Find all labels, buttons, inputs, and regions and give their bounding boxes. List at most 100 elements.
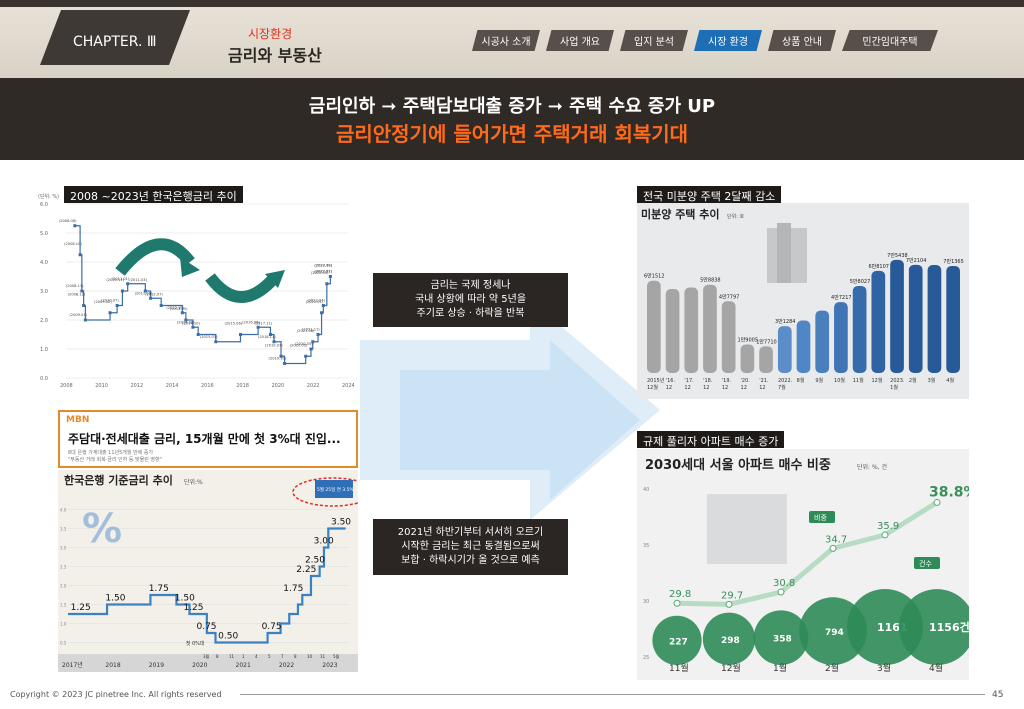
rate-history-annotation: (2009.02) xyxy=(94,300,112,304)
unsold-value-label: 4만7797 xyxy=(719,293,740,300)
rate-history-annotation: (2022.07) xyxy=(314,270,332,274)
headline-line-1: 금리인하 ➞ 주택담보대출 증가 ➞ 주택 수요 증가 UP xyxy=(308,96,716,117)
rate-history-x-tick: 2010 xyxy=(95,383,108,389)
rate-history-point xyxy=(316,333,320,336)
base-rate-value-label: 3.00 xyxy=(314,537,334,547)
cycle-callout-line-1: 금리는 국제 정세나 xyxy=(430,280,511,291)
rate-history-point xyxy=(126,282,130,286)
unsold-x-tick: 12 xyxy=(722,385,728,391)
base-rate-y-tick: 2.5 xyxy=(60,565,67,570)
rate-history-x-tick: 2008 xyxy=(60,383,73,389)
rate-history-unit: (단위: %) xyxy=(38,193,59,200)
rate-history-annotation: (2021.11) xyxy=(302,328,320,332)
count-bubble xyxy=(847,589,923,665)
flow-arrow-graphic xyxy=(360,300,660,520)
rate-history-point xyxy=(320,311,324,315)
rate-history-point xyxy=(309,347,313,351)
rate-history-y-tick: 4.0 xyxy=(40,260,48,266)
rate-history-annotation: (2011.06) xyxy=(135,291,153,295)
rate-history-annotation: (2008.08) xyxy=(59,219,77,223)
rate-history-annotation: (2010.11) xyxy=(106,278,124,282)
unsold-bar xyxy=(815,310,830,373)
base-rate-month-tick: 4 xyxy=(255,654,258,659)
rate-history-annotation: (2022.05) xyxy=(311,271,329,275)
base-rate-y-tick: 2.0 xyxy=(60,584,67,589)
rate-history-label: 2008 ~2023년 한국은행금리 추이 xyxy=(64,186,243,203)
percent-decoration-icon: % xyxy=(82,506,122,552)
base-rate-value-label: 1.25 xyxy=(183,603,203,613)
rate-history-y-tick: 1.0 xyxy=(40,347,48,353)
rate-history-point xyxy=(328,275,332,278)
count-bubble-label: 227 xyxy=(669,637,688,647)
rate-history-point xyxy=(120,289,124,293)
young-buyers-x-tick: 1월 xyxy=(773,662,787,674)
unsold-x-tick: 12 xyxy=(666,385,672,391)
base-rate-month-tick: 7 xyxy=(281,654,284,659)
forecast-callout-line-1: 2021년 하반기부터 서서히 오르기 xyxy=(397,527,544,538)
rate-history-point xyxy=(83,318,87,322)
nav-item-location[interactable]: 입지 분석 xyxy=(620,30,688,51)
cycle-callout-line-3: 주기로 상승 · 하락을 반복 xyxy=(416,308,525,319)
news-sub-line-1: 8대 은행 가계대출 11년5개월 만에 증가 xyxy=(68,450,154,456)
rate-history-chart: (단위: %) 0.0 1.0 2.0 3.0 4.0 5.0 6.0 2008 2010 2012… xyxy=(38,193,355,389)
share-value-label: 35.9 xyxy=(877,521,899,532)
rate-history-point xyxy=(311,340,315,344)
young-buyers-y-tick: 35 xyxy=(643,543,649,549)
rate-history-point xyxy=(184,318,188,322)
nav-item-project[interactable]: 사업 개요 xyxy=(546,30,614,51)
base-rate-value-label: 2.50 xyxy=(305,556,325,566)
base-rate-x-tick: 2021 xyxy=(236,662,251,669)
footer-copyright: Copyright © 2023 JC pinetree Inc. All ri… xyxy=(10,690,222,699)
base-rate-month-tick: 8 xyxy=(294,654,297,659)
rate-history-annotation: (2012.10) xyxy=(166,306,184,310)
unsold-value-label: 1만7710 xyxy=(756,338,777,345)
unsold-value-label: 1만9005 xyxy=(738,336,759,343)
unsold-bar xyxy=(777,326,792,373)
highlight-badge-text: 5월 25일 연 3.5% 동결 xyxy=(317,486,358,493)
base-rate-value-label: 1.75 xyxy=(149,584,169,594)
base-rate-y-tick: 3.0 xyxy=(60,546,67,551)
chapter-tab xyxy=(40,10,190,65)
share-value-label: 34.7 xyxy=(825,534,847,545)
young-buyers-x-tick: 4월 xyxy=(929,662,943,674)
unsold-x-tick: 12월 xyxy=(647,384,658,391)
unsold-bar xyxy=(721,301,736,373)
nav-item-market[interactable]: 시장 환경 xyxy=(694,30,762,51)
rate-history-point xyxy=(214,340,218,344)
rate-history-annotation: (2023.01) xyxy=(314,264,332,268)
base-rate-month-tick: 8 xyxy=(216,654,219,659)
rate-history-point xyxy=(304,354,308,358)
rate-history-y-tick: 0.0 xyxy=(40,376,48,382)
unsold-value-label: 7만2104 xyxy=(906,257,927,264)
young-buyers-x-tick: 12월 xyxy=(721,662,741,674)
base-rate-line xyxy=(68,527,346,644)
young-buyers-unit: 단위: %, 건 xyxy=(857,463,887,471)
young-buyers-y-tick: 40 xyxy=(643,487,649,493)
count-bubble-label: 358 xyxy=(773,635,792,645)
rate-history-annotation: (2008.12) xyxy=(68,293,86,297)
forecast-callout-line-3: 보합 · 하락시기가 올 것으로 예측 xyxy=(401,555,540,566)
share-point xyxy=(881,531,889,539)
unsold-value-label: 5만8838 xyxy=(700,277,721,284)
share-legend-tag xyxy=(809,511,835,523)
rate-history-annotation: (2010.07) xyxy=(101,299,119,303)
deregulation-label: 규제 풀리자 아파트 매수 증가 xyxy=(637,431,785,448)
unsold-value-label: 4만7217 xyxy=(831,294,852,301)
nav-item-products[interactable]: 상품 안내 xyxy=(768,30,836,51)
young-buyers-y-tick: 30 xyxy=(643,599,649,605)
rate-history-point xyxy=(82,304,86,307)
young-buyers-x-tick: 11월 xyxy=(669,662,689,674)
unsold-x-tick: 7월 xyxy=(778,384,786,391)
footer-divider xyxy=(240,694,985,695)
base-rate-x-tick: 2020 xyxy=(192,662,207,669)
unsold-bar xyxy=(665,289,680,373)
news-headline-box: MBN 주담대·전세대출 금리, 15개월 만에 첫 3%대 진입... 8대 … xyxy=(58,410,358,468)
rate-history-annotation: (2017.11) xyxy=(254,322,272,326)
nav-item-builder[interactable]: 시공사 소개 xyxy=(472,30,540,51)
chapter-label: CHAPTER. Ⅲ xyxy=(73,34,157,50)
young-buyers-x-tick: 2월 xyxy=(825,662,839,674)
unsold-x-tick: 4월 xyxy=(946,377,954,384)
topic-category: 시장환경 xyxy=(248,27,293,41)
base-rate-month-tick: 10 xyxy=(307,654,313,659)
nav-item-rental[interactable]: 민간임대주택 xyxy=(842,30,938,51)
